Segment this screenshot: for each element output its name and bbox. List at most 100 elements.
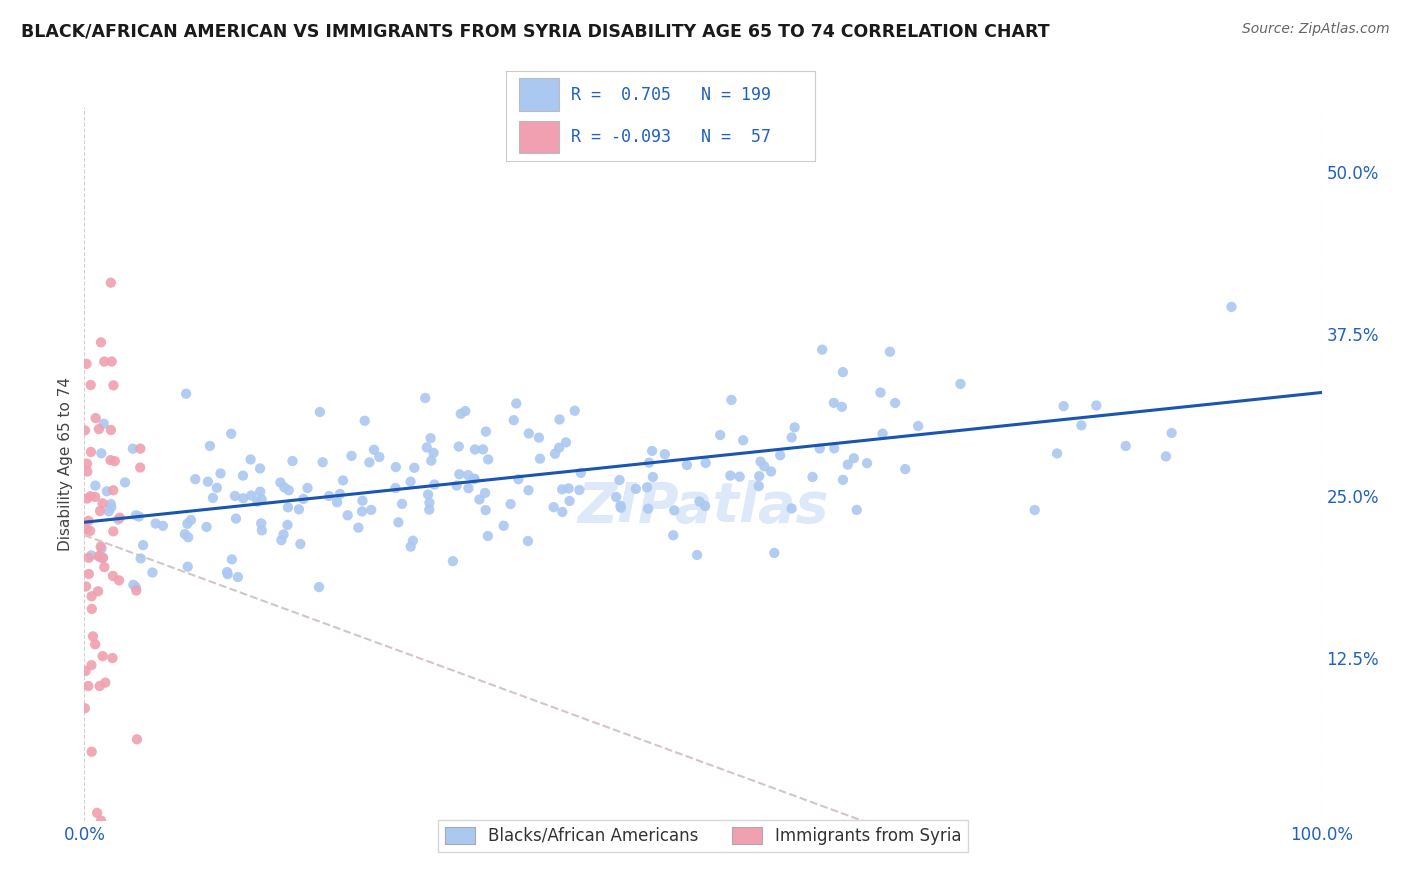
Point: [1220, 300, 1243, 314]
Point: [464, 442, 486, 457]
Point: [90, 814, 112, 828]
Point: [100, 497, 122, 511]
Point: [87, 422, 110, 436]
Point: [749, 455, 772, 469]
Point: [385, 460, 408, 475]
Point: [80, 378, 103, 392]
Point: [468, 492, 491, 507]
Point: [363, 442, 385, 457]
Point: [457, 481, 479, 495]
Point: [811, 343, 834, 357]
Point: [77, 566, 100, 581]
Point: [769, 448, 792, 462]
Point: [557, 482, 579, 496]
Point: [463, 472, 485, 486]
Point: [90, 540, 112, 554]
Point: [232, 468, 254, 483]
Point: [104, 454, 127, 468]
Point: [686, 548, 709, 562]
Point: [492, 518, 515, 533]
Point: [93, 560, 115, 574]
Point: [336, 508, 359, 523]
Point: [413, 391, 436, 405]
Legend: Blacks/African Americans, Immigrants from Syria: Blacks/African Americans, Immigrants fro…: [437, 820, 969, 852]
Point: [76, 491, 98, 506]
Point: [249, 461, 271, 475]
Point: [108, 510, 131, 524]
Point: [624, 482, 647, 496]
Point: [418, 502, 440, 516]
Point: [121, 442, 143, 456]
Point: [695, 456, 717, 470]
Point: [1046, 446, 1069, 460]
Point: [447, 440, 470, 454]
Point: [318, 489, 340, 503]
Text: ZIPatlas: ZIPatlas: [578, 480, 828, 533]
Point: [86, 805, 108, 820]
Point: [84, 411, 107, 425]
Point: [128, 509, 150, 524]
Point: [418, 496, 440, 510]
Point: [359, 455, 381, 469]
Point: [73, 701, 96, 715]
Point: [290, 537, 312, 551]
Point: [80, 549, 103, 563]
Point: [129, 551, 152, 566]
Point: [544, 447, 567, 461]
Point: [273, 480, 295, 494]
Point: [543, 500, 565, 515]
Point: [856, 456, 879, 470]
Point: [728, 469, 751, 483]
Point: [446, 478, 468, 492]
Point: [232, 491, 254, 506]
Point: [391, 497, 413, 511]
Point: [90, 446, 112, 460]
Point: [733, 434, 755, 448]
Point: [93, 417, 115, 431]
Point: [551, 483, 574, 497]
Point: [548, 441, 571, 455]
Point: [76, 465, 98, 479]
Point: [308, 580, 330, 594]
Point: [75, 664, 97, 678]
Point: [332, 474, 354, 488]
Point: [108, 574, 131, 588]
Point: [360, 503, 382, 517]
Point: [100, 500, 122, 515]
Point: [662, 528, 685, 542]
Point: [508, 472, 530, 486]
Point: [91, 550, 114, 565]
Point: [555, 435, 578, 450]
Point: [420, 453, 443, 467]
Point: [502, 413, 524, 427]
Point: [1053, 399, 1076, 413]
Point: [89, 504, 111, 518]
Point: [100, 453, 122, 467]
Point: [402, 533, 425, 548]
Point: [195, 520, 218, 534]
Point: [173, 527, 195, 541]
Point: [527, 431, 550, 445]
Point: [801, 470, 824, 484]
Point: [103, 524, 125, 539]
Point: [249, 484, 271, 499]
Point: [326, 495, 349, 509]
Point: [832, 365, 855, 379]
Point: [198, 439, 221, 453]
Point: [89, 679, 111, 693]
Point: [94, 675, 117, 690]
Point: [277, 483, 299, 498]
Point: [174, 386, 197, 401]
Point: [516, 534, 538, 549]
Point: [609, 473, 631, 487]
Text: Source: ZipAtlas.com: Source: ZipAtlas.com: [1241, 22, 1389, 37]
Point: [89, 549, 111, 564]
Point: [129, 460, 152, 475]
Point: [823, 396, 845, 410]
Point: [132, 538, 155, 552]
Point: [76, 357, 98, 371]
Point: [273, 527, 295, 541]
Point: [869, 385, 891, 400]
Text: BLACK/AFRICAN AMERICAN VS IMMIGRANTS FROM SYRIA DISABILITY AGE 65 TO 74 CORRELAT: BLACK/AFRICAN AMERICAN VS IMMIGRANTS FRO…: [21, 22, 1050, 40]
Point: [84, 478, 107, 492]
